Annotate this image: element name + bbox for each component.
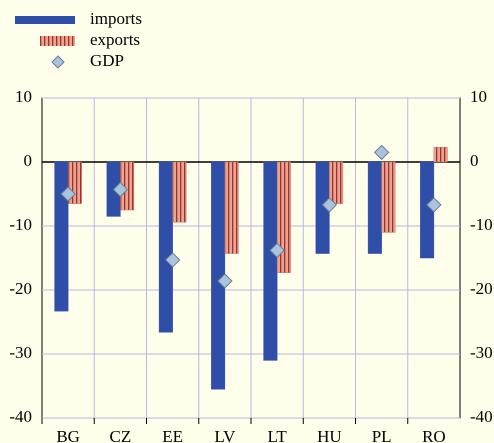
bar bbox=[276, 161, 291, 273]
bar bbox=[263, 161, 278, 361]
gdp-marker bbox=[269, 242, 285, 259]
gdp-marker bbox=[60, 186, 76, 202]
x-tick-label: CZ bbox=[110, 427, 132, 443]
legend-label: exports bbox=[90, 30, 140, 49]
y-tick-label: 10 bbox=[15, 87, 32, 106]
legend-label: GDP bbox=[90, 51, 124, 70]
y2-tick-label: 10 bbox=[470, 87, 487, 106]
y-tick-label: -10 bbox=[9, 215, 32, 234]
y2-tick-label: -30 bbox=[470, 343, 493, 362]
bar bbox=[329, 161, 344, 204]
bar bbox=[381, 161, 396, 233]
y2-tick-label: -10 bbox=[470, 215, 493, 234]
y2-tick-label: -40 bbox=[470, 407, 493, 426]
x-tick-label: EE bbox=[162, 427, 183, 443]
bar bbox=[433, 147, 448, 163]
gdp-marker bbox=[217, 273, 233, 289]
y2-tick-label: -20 bbox=[470, 279, 493, 298]
x-tick-label: PL bbox=[372, 427, 392, 443]
y2-tick-label: 0 bbox=[470, 151, 479, 170]
gdp-marker bbox=[112, 181, 129, 198]
x-tick-label: RO bbox=[422, 427, 446, 443]
legend-label: imports bbox=[90, 9, 142, 28]
x-tick-label: LV bbox=[214, 427, 236, 443]
bar bbox=[172, 161, 187, 223]
y-tick-label: -20 bbox=[9, 279, 32, 298]
bar bbox=[224, 161, 239, 254]
bar bbox=[367, 161, 382, 254]
x-tick-label: BG bbox=[56, 427, 80, 443]
gdp-marker bbox=[321, 197, 338, 213]
gdp-marker bbox=[426, 197, 442, 213]
legend-swatch bbox=[40, 36, 75, 46]
x-tick-label: HU bbox=[317, 427, 342, 443]
y-tick-label: -40 bbox=[9, 407, 32, 426]
legend-swatch bbox=[15, 16, 75, 24]
y-tick-label: -30 bbox=[9, 343, 32, 362]
gdp-marker bbox=[373, 144, 390, 161]
gdp-marker bbox=[164, 252, 181, 268]
bar bbox=[158, 161, 173, 333]
y-tick-label: 0 bbox=[24, 151, 33, 170]
x-tick-label: LT bbox=[268, 427, 288, 443]
legend-swatch bbox=[51, 55, 65, 69]
bar bbox=[54, 161, 69, 312]
